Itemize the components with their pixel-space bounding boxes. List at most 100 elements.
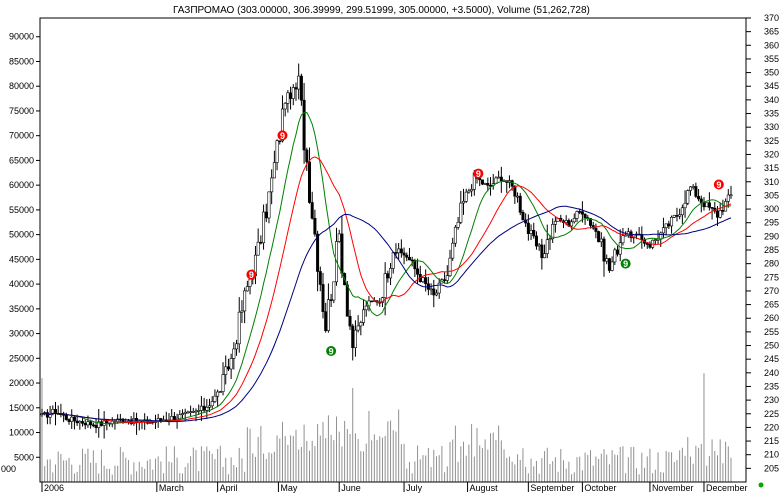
candle-body [399, 248, 403, 254]
price-axis: 205 210 215 220 225 230 235 240 245 250 255 260 265 2… [746, 13, 779, 473]
price-tick-label: 215 [764, 436, 779, 446]
candle-body [529, 230, 533, 234]
volume-tick-label-cut: 000 [1, 464, 16, 474]
candle-body [553, 221, 557, 225]
candle-body [432, 288, 436, 296]
volume-tick-label: 70000 [9, 131, 34, 141]
candle-body [580, 211, 584, 215]
signal-marker-label: 9 [476, 169, 481, 179]
candle-body [105, 420, 109, 424]
volume-tick-label: 85000 [9, 56, 34, 66]
candle-body [437, 282, 441, 294]
price-tick-label: 350 [764, 68, 779, 78]
price-tick-label: 235 [764, 381, 779, 391]
candle-body [264, 211, 268, 219]
candle-body [189, 411, 193, 413]
candle-body [270, 177, 274, 193]
candle-body [97, 421, 101, 428]
candle-body [89, 421, 93, 426]
signal-markers: 9 9 9 9 9 9 [246, 130, 724, 356]
candle-body [602, 238, 606, 262]
price-tick-label: 370 [764, 13, 779, 23]
candle-body [699, 198, 703, 203]
candle-body [459, 202, 463, 223]
candle-body [670, 216, 674, 227]
candle-body [208, 405, 212, 408]
month-label: December [706, 483, 748, 493]
candle-body [262, 211, 266, 244]
candle-body [337, 233, 341, 242]
ma-line-slow [41, 205, 732, 423]
candle-body [551, 224, 555, 240]
candle-body [548, 238, 552, 241]
candle-body [235, 343, 239, 350]
candle-body [194, 410, 198, 413]
candle-body [81, 421, 85, 424]
candle-body [172, 416, 176, 420]
volume-tick-label: 50000 [9, 230, 34, 240]
signal-marker-label: 9 [329, 346, 334, 356]
price-candles [40, 63, 733, 439]
volume-tick-label: 65000 [9, 155, 34, 165]
candle-body [448, 257, 452, 277]
candle-body [599, 238, 603, 243]
candle-body [470, 189, 474, 192]
candle-body [289, 92, 293, 99]
price-tick-label: 265 [764, 300, 779, 310]
candle-body [613, 249, 617, 263]
candle-body [683, 202, 687, 209]
candle-body [543, 253, 547, 259]
candle-body [345, 284, 349, 317]
candle-body [364, 305, 368, 311]
month-label: August [470, 483, 499, 493]
volume-tick-label: 40000 [9, 279, 34, 289]
candle-body [232, 348, 236, 359]
price-tick-label: 320 [764, 149, 779, 159]
candle-body [510, 180, 514, 187]
candle-body [675, 215, 679, 217]
candle-body [297, 75, 301, 90]
candle-body [340, 233, 344, 274]
candle-body [294, 87, 298, 90]
volume-tick-label: 20000 [9, 378, 34, 388]
price-tick-label: 280 [764, 259, 779, 269]
candle-body [497, 176, 501, 179]
candle-body [537, 244, 541, 247]
price-tick-label: 290 [764, 231, 779, 241]
volume-tick-label: 90000 [9, 32, 34, 42]
candle-body [462, 201, 466, 204]
price-tick-label: 305 [764, 190, 779, 200]
volume-tick-label: 30000 [9, 329, 34, 339]
candle-body [464, 191, 468, 202]
price-tick-label: 250 [764, 341, 779, 351]
time-axis: 2006 March April May June July August September… [41, 482, 764, 493]
candle-body [72, 416, 76, 422]
candle-body [572, 218, 576, 223]
signal-marker [326, 345, 337, 356]
candle-body [610, 261, 614, 271]
price-tick-label: 240 [764, 368, 779, 378]
candle-body [359, 322, 363, 327]
candle-body [456, 221, 460, 228]
candle-body [578, 211, 582, 213]
month-label: 2006 [44, 483, 64, 493]
price-tick-label: 205 [764, 463, 779, 473]
price-tick-label: 245 [764, 354, 779, 364]
candle-body [205, 406, 209, 411]
candle-body [721, 210, 725, 212]
status-dot-icon [758, 482, 764, 488]
candle-body [202, 405, 206, 411]
candle-body [181, 413, 185, 415]
candle-body [245, 286, 249, 292]
candle-body [305, 149, 309, 163]
candle-body [680, 207, 684, 216]
candle-body [621, 235, 625, 244]
candle-body [291, 87, 295, 99]
signal-marker-label: 9 [249, 270, 254, 280]
candle-body [645, 242, 649, 245]
candle-body [386, 273, 390, 279]
candle-body [210, 401, 214, 407]
candle-body [91, 424, 95, 427]
candle-body [483, 183, 487, 185]
candle-body [526, 222, 530, 234]
